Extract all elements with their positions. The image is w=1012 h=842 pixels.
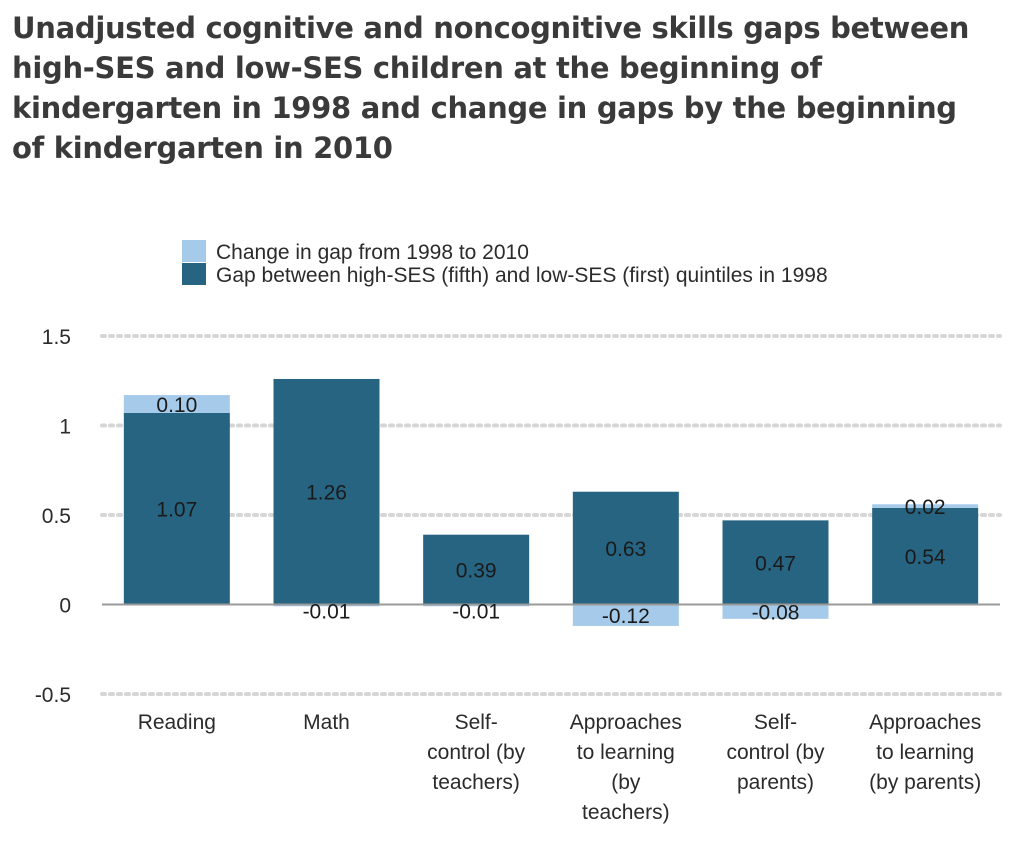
data-label-change: 0.02 — [905, 496, 946, 519]
data-labels: 1.07 0.10 1.26 -0.01 0.39 -0.01 0.63 -0.12 0.47 -… — [156, 394, 946, 628]
bar-gap-1998 — [572, 491, 679, 605]
bar-gap-1998 — [722, 520, 829, 605]
bar-change-1998-2010 — [872, 504, 979, 508]
category-label: Math — [303, 711, 350, 734]
category-label: Self-control (by teachers) — [427, 711, 526, 794]
category-label: Approaches to learning (by parents) — [869, 711, 981, 794]
y-tick-label: 0.5 — [42, 505, 71, 528]
legend-label: Change in gap from 1998 to 2010 — [216, 241, 529, 264]
data-label-change: -0.12 — [602, 605, 650, 628]
legend-label: Gap between high-SES (fifth) and low-SES… — [216, 264, 828, 287]
bar-change-1998-2010 — [123, 395, 230, 413]
data-label-gap-1998: 0.63 — [605, 538, 646, 561]
legend-swatch — [182, 263, 206, 285]
grid-lines — [100, 334, 1002, 696]
data-label-gap-1998: 0.54 — [905, 546, 946, 569]
category-label-line: Approaches — [570, 711, 682, 734]
data-label-change: -0.08 — [752, 602, 800, 625]
y-tick-label: 1 — [59, 416, 71, 439]
category-label-line: Self- — [754, 711, 797, 734]
data-label-gap-1998: 0.39 — [456, 560, 497, 583]
legend-swatch — [182, 240, 206, 262]
category-label-line: Math — [303, 711, 350, 734]
category-label-line: control (by — [726, 741, 825, 764]
category-label-line: Approaches — [869, 711, 981, 734]
y-tick-label: -0.5 — [35, 684, 71, 707]
y-axis-tick-labels: 1.5 1 0.5 0 -0.5 — [35, 326, 71, 707]
bar-gap-1998 — [273, 378, 380, 605]
x-axis-category-labels: Reading Math Self-control (by teachers)Appr… — [138, 711, 981, 824]
category-label-line: teachers) — [582, 801, 670, 824]
category-label: Self-control (by parents) — [726, 711, 825, 794]
category-label: Approaches to learning (by teachers) — [570, 711, 682, 824]
data-label-gap-1998: 0.47 — [755, 552, 796, 575]
chart-title: Unadjusted cognitive and noncognitive sk… — [12, 11, 970, 165]
bars — [123, 378, 979, 626]
bar-gap-1998 — [872, 507, 979, 605]
y-tick-label: 0 — [59, 595, 71, 618]
category-label-line: Self- — [455, 711, 498, 734]
category-label-line: control (by — [427, 741, 526, 764]
data-label-change: -0.01 — [452, 601, 500, 624]
data-label-change: -0.01 — [303, 601, 351, 624]
data-label-change: 0.10 — [156, 394, 197, 417]
category-label-line: (by parents) — [869, 771, 981, 794]
category-label-line: Reading — [138, 711, 216, 734]
category-label-line: parents) — [737, 771, 814, 794]
data-label-gap-1998: 1.26 — [306, 482, 347, 505]
bar-change-1998-2010 — [572, 604, 679, 626]
y-tick-label: 1.5 — [42, 326, 71, 349]
bar-change-1998-2010 — [722, 604, 829, 619]
category-label-line: to learning — [876, 741, 974, 764]
category-label-line: teachers) — [432, 771, 520, 794]
category-label: Reading — [138, 711, 216, 734]
bar-gap-1998 — [423, 534, 530, 605]
bar-gap-1998 — [123, 412, 230, 605]
data-label-gap-1998: 1.07 — [156, 499, 197, 522]
category-label-line: (by — [611, 771, 641, 794]
category-label-line: to learning — [577, 741, 675, 764]
